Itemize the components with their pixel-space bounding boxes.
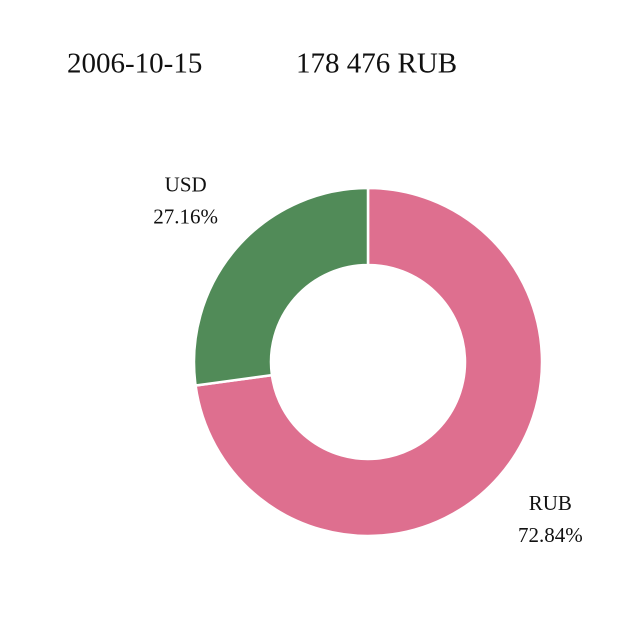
slice-value-label: 27.16% <box>153 205 218 229</box>
chart-subtitle: 178 476 RUB <box>296 48 457 80</box>
donut-slice <box>192 186 370 387</box>
donut-slice <box>194 186 544 538</box>
slice-label: USD <box>165 173 207 197</box>
slice-value-label: 72.84% <box>518 523 583 547</box>
chart-title: 2006-10-15 <box>67 48 202 80</box>
slice-label: RUB <box>529 491 572 515</box>
